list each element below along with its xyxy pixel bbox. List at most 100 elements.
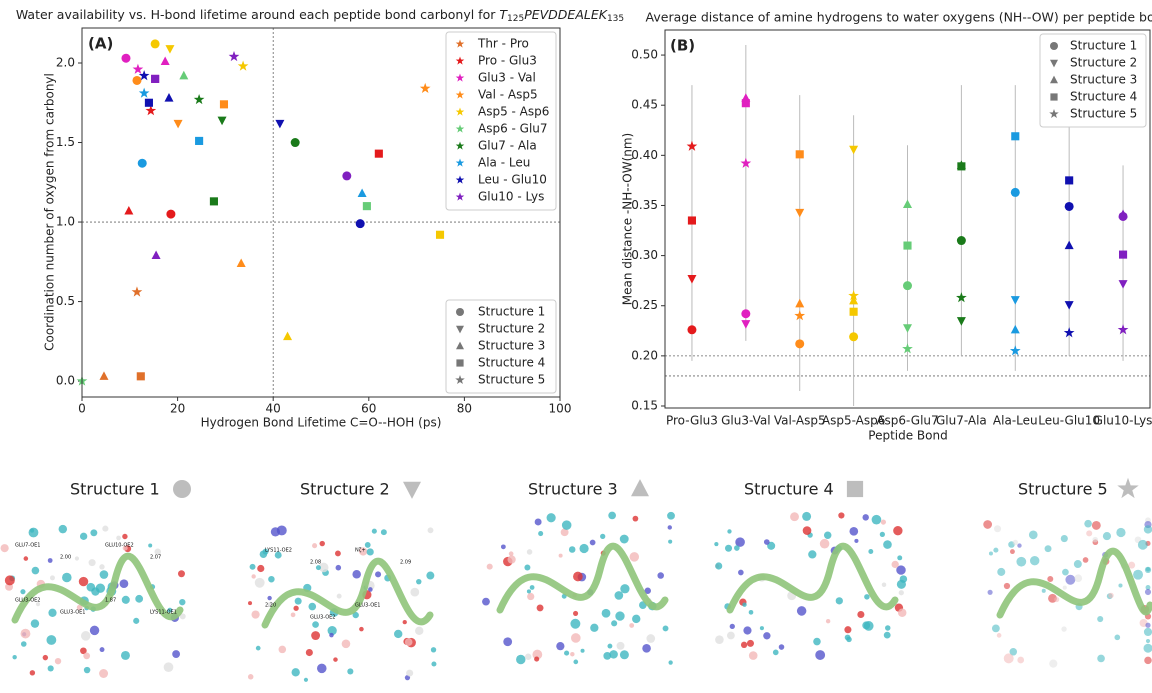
- atom: [248, 674, 253, 679]
- atom: [813, 638, 821, 646]
- x-tick-label: 20: [170, 402, 185, 416]
- data-point: [99, 371, 108, 380]
- atom: [820, 539, 830, 549]
- data-point: [796, 150, 804, 158]
- atom: [620, 535, 629, 544]
- x-tick-label: 60: [361, 402, 376, 416]
- atom: [312, 543, 317, 548]
- panel-label: (B): [670, 37, 695, 55]
- atom: [501, 544, 506, 549]
- atom: [997, 633, 1002, 638]
- atom-annotation: 2.00: [60, 555, 71, 561]
- atom: [320, 541, 325, 546]
- atom: [12, 655, 16, 659]
- y-tick-label: 0.25: [631, 298, 658, 312]
- atom: [21, 641, 27, 647]
- atom: [256, 646, 261, 651]
- atom: [100, 647, 105, 652]
- atom: [516, 655, 525, 664]
- atom: [743, 626, 751, 634]
- y-tick-label: 2.0: [56, 55, 75, 69]
- atom: [579, 544, 588, 553]
- atom: [607, 644, 612, 649]
- atom: [178, 570, 185, 577]
- atom-annotation: 1.87: [105, 598, 116, 604]
- data-point: [179, 71, 188, 80]
- data-point: [220, 100, 228, 108]
- atom: [898, 608, 906, 616]
- atom: [359, 627, 364, 632]
- atom: [487, 564, 493, 570]
- atom: [868, 549, 873, 554]
- data-point: [687, 275, 696, 284]
- atom: [836, 597, 843, 604]
- atom: [773, 650, 779, 656]
- legend-label: Glu10 - Lys: [478, 190, 544, 204]
- atom: [291, 612, 296, 617]
- x-tick-label: 80: [457, 402, 472, 416]
- atom: [1062, 569, 1069, 576]
- data-point: [238, 61, 249, 71]
- data-point: [152, 250, 161, 259]
- legend-label: Structure 1: [1070, 39, 1137, 53]
- atom: [102, 526, 108, 532]
- atom: [122, 534, 127, 539]
- atom: [295, 598, 302, 605]
- atom: [30, 670, 35, 675]
- atom: [668, 525, 672, 529]
- atom: [747, 640, 754, 647]
- data-point: [151, 39, 160, 48]
- atom: [581, 649, 585, 653]
- atom: [79, 577, 88, 586]
- atom: [83, 652, 90, 659]
- atom: [620, 584, 629, 593]
- atom: [983, 520, 992, 529]
- atom: [81, 631, 91, 641]
- data-point: [165, 45, 174, 54]
- atom: [569, 546, 576, 553]
- data-point: [138, 159, 147, 168]
- atom: [854, 539, 858, 543]
- structure-label: Structure 1: [70, 480, 160, 499]
- data-point: [1119, 251, 1127, 259]
- data-point: [124, 206, 133, 215]
- data-point: [151, 75, 159, 83]
- data-point: [195, 137, 203, 145]
- atom: [89, 559, 96, 566]
- legend-label: Thr - Pro: [477, 37, 529, 51]
- atom: [885, 625, 890, 630]
- atom: [148, 543, 152, 547]
- atom: [250, 564, 256, 570]
- atom: [862, 514, 868, 520]
- atom-annotation: GLU3-OE1: [60, 610, 85, 616]
- x-axis-label: Peptide Bond: [868, 429, 947, 443]
- atom: [100, 570, 109, 579]
- atom: [893, 526, 902, 535]
- data-point: [164, 93, 173, 102]
- atom: [252, 610, 260, 618]
- atom: [1144, 657, 1152, 665]
- structure-icon: [631, 479, 649, 496]
- data-point: [849, 146, 858, 155]
- atom: [415, 627, 423, 635]
- atom: [80, 533, 87, 540]
- atom: [48, 665, 54, 671]
- structure-label: Structure 3: [528, 480, 618, 499]
- data-point: [1065, 202, 1074, 211]
- atom: [164, 662, 174, 672]
- atom: [993, 548, 998, 553]
- atom: [617, 642, 625, 650]
- atom: [1074, 574, 1082, 582]
- atom: [527, 589, 531, 593]
- atom: [527, 593, 534, 600]
- atom: [29, 528, 39, 538]
- atom: [372, 529, 377, 534]
- atom: [1083, 557, 1089, 563]
- atom: [312, 621, 319, 628]
- atom: [573, 572, 583, 582]
- data-point: [1065, 241, 1074, 250]
- chart-title: Average distance of amine hydrogens to w…: [646, 10, 1152, 25]
- atom: [790, 512, 799, 521]
- atom: [1065, 575, 1075, 585]
- atom: [1097, 655, 1105, 663]
